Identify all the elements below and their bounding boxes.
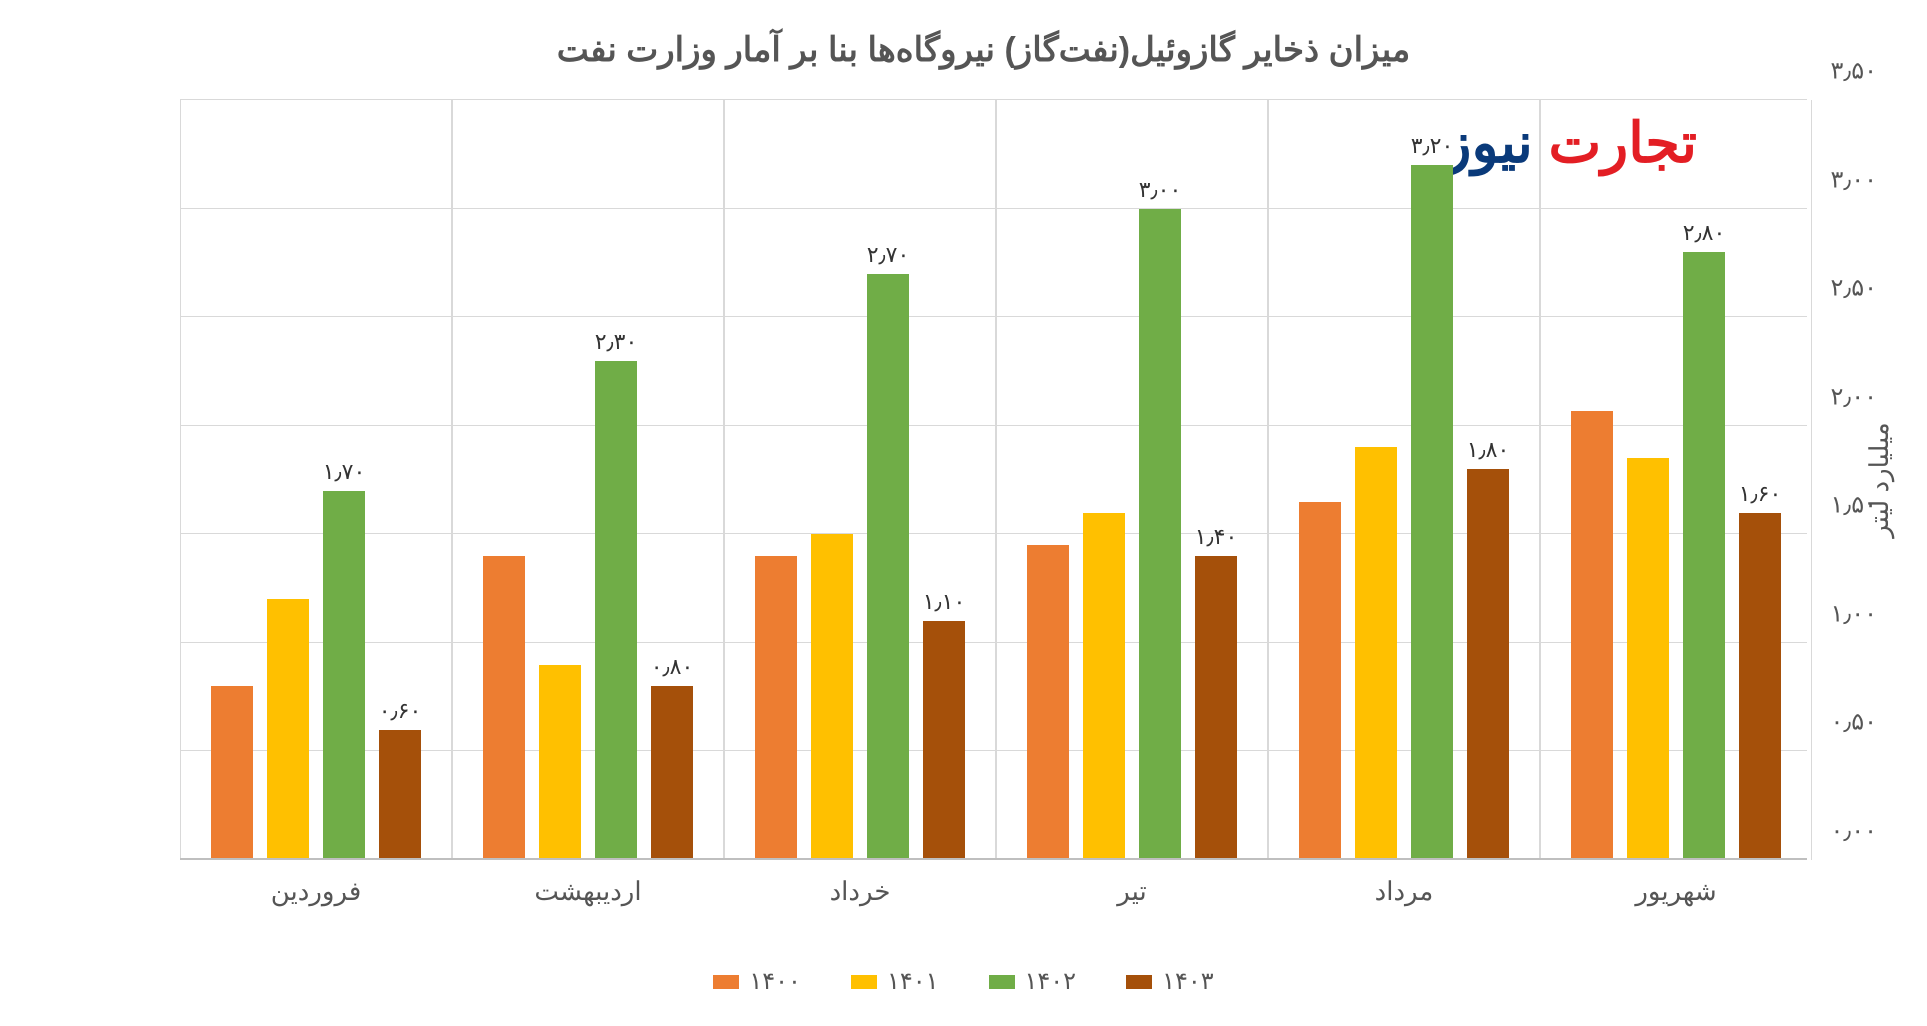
data-label: ۱٫۱۰ xyxy=(923,589,966,615)
bar xyxy=(483,556,525,860)
y-tick: ۱٫۰۰ xyxy=(1817,599,1877,628)
bar: ۰٫۶۰ xyxy=(379,730,421,860)
bar-group: ۲٫۸۰۱٫۶۰شهریور xyxy=(1540,100,1812,860)
legend-swatch xyxy=(713,975,739,989)
y-tick: ۱٫۵۰ xyxy=(1817,491,1877,520)
legend-item: ۱۴۰۲ xyxy=(989,967,1077,996)
y-tick: ۳٫۰۰ xyxy=(1817,165,1877,194)
bar xyxy=(539,665,581,860)
x-category-label: فروردین xyxy=(181,876,451,907)
x-category-label: خرداد xyxy=(725,876,995,907)
x-axis-line xyxy=(180,858,1807,860)
data-label: ۰٫۸۰ xyxy=(651,654,694,680)
legend-label: ۱۴۰۲ xyxy=(1025,967,1077,996)
legend-swatch xyxy=(989,975,1015,989)
data-label: ۱٫۴۰ xyxy=(1195,524,1238,550)
x-category-label: اردیبهشت xyxy=(453,876,723,907)
y-tick: ۲٫۵۰ xyxy=(1817,274,1877,303)
y-tick: ۲٫۰۰ xyxy=(1817,382,1877,411)
legend-swatch xyxy=(1126,975,1152,989)
x-category-label: مرداد xyxy=(1269,876,1539,907)
chart-title: میزان ذخایر گازوئیل(نفت‌گاز) نیروگاه‌ها … xyxy=(140,30,1827,70)
bar xyxy=(1355,447,1397,860)
bar-group: ۱٫۷۰۰٫۶۰فروردین xyxy=(180,100,452,860)
bar-group: ۲٫۷۰۱٫۱۰خرداد xyxy=(724,100,996,860)
bar: ۱٫۸۰ xyxy=(1467,469,1509,860)
plot-area: میلیارد لیتر ۰٫۰۰۰٫۵۰۱٫۰۰۱٫۵۰۲٫۰۰۲٫۵۰۳٫۰… xyxy=(180,100,1807,860)
data-label: ۲٫۸۰ xyxy=(1683,220,1726,246)
bar: ۱٫۴۰ xyxy=(1195,556,1237,860)
legend-label: ۱۴۰۳ xyxy=(1162,967,1214,996)
bar-groups: ۱٫۷۰۰٫۶۰فروردین۲٫۳۰۰٫۸۰اردیبهشت۲٫۷۰۱٫۱۰خ… xyxy=(180,100,1807,860)
data-label: ۳٫۲۰ xyxy=(1411,133,1454,159)
x-category-label: تیر xyxy=(997,876,1267,907)
legend-item: ۱۴۰۳ xyxy=(1126,967,1214,996)
bar xyxy=(211,686,253,860)
data-label: ۰٫۶۰ xyxy=(379,698,422,724)
legend-item: ۱۴۰۱ xyxy=(851,967,939,996)
bar xyxy=(1627,458,1669,860)
bar: ۳٫۰۰ xyxy=(1139,209,1181,860)
bar xyxy=(1083,513,1125,860)
legend: ۱۴۰۰ ۱۴۰۱ ۱۴۰۲ ۱۴۰۳ xyxy=(0,967,1927,996)
bar: ۱٫۱۰ xyxy=(923,621,965,860)
data-label: ۱٫۶۰ xyxy=(1739,481,1782,507)
legend-label: ۱۴۰۱ xyxy=(887,967,939,996)
bar: ۰٫۸۰ xyxy=(651,686,693,860)
bar xyxy=(267,599,309,860)
bar: ۲٫۸۰ xyxy=(1683,252,1725,860)
bar: ۳٫۲۰ xyxy=(1411,165,1453,860)
bar xyxy=(811,534,853,860)
x-category-label: شهریور xyxy=(1541,876,1811,907)
data-label: ۱٫۷۰ xyxy=(323,459,366,485)
bar: ۱٫۶۰ xyxy=(1739,513,1781,860)
y-tick: ۳٫۵۰ xyxy=(1817,57,1877,86)
legend-label: ۱۴۰۰ xyxy=(749,967,801,996)
data-label: ۲٫۳۰ xyxy=(595,329,638,355)
data-label: ۲٫۷۰ xyxy=(867,242,910,268)
data-label: ۱٫۸۰ xyxy=(1467,437,1510,463)
legend-swatch xyxy=(851,975,877,989)
bar: ۲٫۷۰ xyxy=(867,274,909,860)
data-label: ۳٫۰۰ xyxy=(1139,177,1182,203)
bar xyxy=(1571,411,1613,860)
y-axis: ۰٫۰۰۰٫۵۰۱٫۰۰۱٫۵۰۲٫۰۰۲٫۵۰۳٫۰۰۳٫۵۰ xyxy=(1817,100,1877,860)
bar: ۱٫۷۰ xyxy=(323,491,365,860)
y-tick: ۰٫۵۰ xyxy=(1817,708,1877,737)
bar-group: ۳٫۲۰۱٫۸۰مرداد xyxy=(1268,100,1540,860)
chart-container: میزان ذخایر گازوئیل(نفت‌گاز) نیروگاه‌ها … xyxy=(0,0,1927,1026)
y-tick: ۰٫۰۰ xyxy=(1817,817,1877,846)
bar-group: ۳٫۰۰۱٫۴۰تیر xyxy=(996,100,1268,860)
bar-group: ۲٫۳۰۰٫۸۰اردیبهشت xyxy=(452,100,724,860)
bar xyxy=(1027,545,1069,860)
bar xyxy=(755,556,797,860)
legend-item: ۱۴۰۰ xyxy=(713,967,801,996)
bar xyxy=(1299,502,1341,860)
bar: ۲٫۳۰ xyxy=(595,361,637,860)
